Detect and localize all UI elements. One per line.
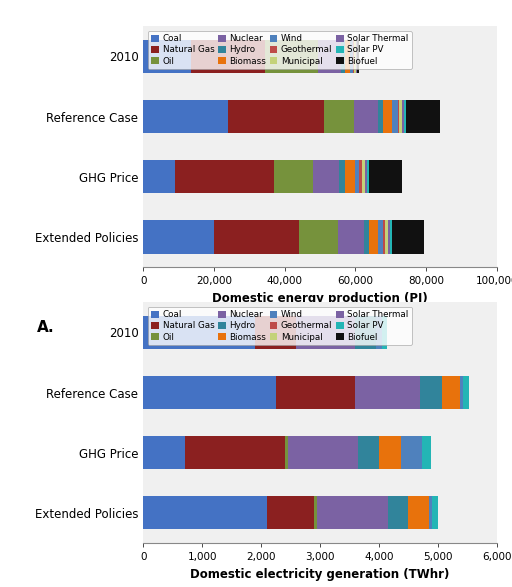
- Bar: [214, 221, 299, 254]
- Bar: [398, 100, 399, 133]
- Bar: [359, 160, 361, 193]
- Bar: [378, 100, 382, 133]
- Bar: [392, 100, 398, 133]
- Bar: [367, 160, 369, 193]
- Bar: [357, 40, 359, 73]
- Bar: [175, 160, 274, 193]
- Bar: [185, 436, 285, 469]
- Bar: [390, 221, 392, 254]
- Bar: [378, 221, 382, 254]
- Legend: Coal, Natural Gas, Oil, Nuclear, Hydro, Biomass, Wind, Geothermal, Municipal, So: Coal, Natural Gas, Oil, Nuclear, Hydro, …: [148, 31, 412, 69]
- Bar: [355, 160, 359, 193]
- Bar: [420, 376, 442, 409]
- Bar: [365, 160, 367, 193]
- Bar: [402, 100, 404, 133]
- Bar: [355, 316, 376, 349]
- Bar: [392, 221, 424, 254]
- Bar: [399, 100, 402, 133]
- Bar: [388, 221, 390, 254]
- Bar: [265, 40, 318, 73]
- Bar: [382, 316, 387, 349]
- Bar: [364, 221, 370, 254]
- Bar: [318, 40, 341, 73]
- Bar: [369, 160, 402, 193]
- Bar: [285, 436, 288, 469]
- Bar: [324, 100, 354, 133]
- Bar: [432, 497, 438, 529]
- Bar: [376, 316, 382, 349]
- Bar: [143, 497, 267, 529]
- Text: A.: A.: [37, 320, 55, 335]
- Bar: [346, 40, 350, 73]
- Bar: [299, 221, 338, 254]
- Bar: [341, 40, 346, 73]
- Bar: [296, 316, 355, 349]
- Bar: [143, 100, 228, 133]
- Bar: [409, 497, 429, 529]
- Bar: [379, 436, 401, 469]
- Bar: [143, 40, 191, 73]
- Bar: [288, 436, 358, 469]
- Bar: [422, 436, 431, 469]
- Bar: [339, 160, 345, 193]
- X-axis label: Domestic electricity generation (TWhr): Domestic electricity generation (TWhr): [190, 568, 450, 581]
- Bar: [276, 376, 355, 409]
- Bar: [404, 100, 406, 133]
- Bar: [382, 221, 385, 254]
- Bar: [463, 376, 469, 409]
- Bar: [143, 436, 185, 469]
- Bar: [314, 497, 317, 529]
- Bar: [460, 376, 463, 409]
- Bar: [406, 100, 440, 133]
- Bar: [358, 436, 379, 469]
- Bar: [355, 376, 420, 409]
- Legend: Coal, Natural Gas, Oil, Nuclear, Hydro, Biomass, Wind, Geothermal, Municipal, So: Coal, Natural Gas, Oil, Nuclear, Hydro, …: [148, 306, 412, 345]
- Bar: [317, 497, 388, 529]
- Bar: [255, 316, 296, 349]
- Bar: [143, 316, 255, 349]
- Bar: [274, 160, 313, 193]
- Bar: [143, 376, 276, 409]
- Bar: [143, 160, 175, 193]
- Bar: [370, 221, 378, 254]
- Bar: [352, 40, 354, 73]
- Bar: [385, 221, 388, 254]
- Bar: [267, 497, 314, 529]
- Bar: [143, 221, 214, 254]
- Bar: [442, 376, 460, 409]
- Bar: [313, 160, 339, 193]
- Bar: [345, 160, 355, 193]
- Bar: [354, 40, 356, 73]
- Bar: [338, 221, 364, 254]
- Bar: [228, 100, 324, 133]
- Bar: [388, 497, 409, 529]
- Bar: [382, 100, 392, 133]
- Bar: [361, 160, 365, 193]
- Bar: [401, 436, 422, 469]
- Bar: [191, 40, 265, 73]
- Bar: [429, 497, 432, 529]
- Bar: [354, 100, 378, 133]
- Bar: [350, 40, 352, 73]
- X-axis label: Domestic energy production (PJ): Domestic energy production (PJ): [212, 292, 428, 305]
